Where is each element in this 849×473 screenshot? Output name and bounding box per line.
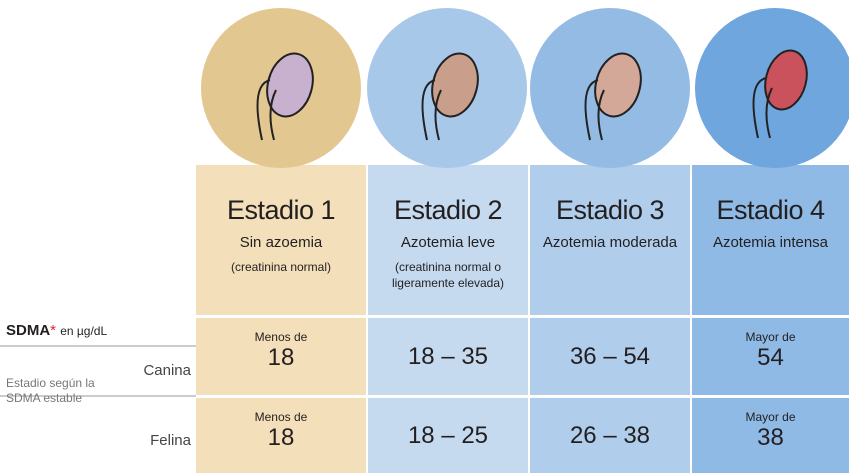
data-cell: Menos de 18 xyxy=(196,398,366,473)
value-prefix: Mayor de xyxy=(745,410,796,424)
unit: en µg/dL xyxy=(60,324,108,338)
side-label: Estadio según la SDMA estable xyxy=(6,376,95,405)
asterisk: * xyxy=(50,322,57,339)
stage-header: Estadio 3 Azotemia moderada xyxy=(530,165,690,315)
species-label: Felina xyxy=(150,432,191,449)
stage-header: Estadio 1 Sin azoemia (creatinina normal) xyxy=(196,165,366,315)
data-cell: 26 – 38 xyxy=(530,398,690,473)
stage-note: (creatinina normal) xyxy=(230,260,332,274)
data-cell: Mayor de 54 xyxy=(692,318,849,395)
stage-title: Estadio 1 xyxy=(226,195,336,225)
sdma-value: 38 xyxy=(757,424,784,451)
sdma-value: 36 – 54 xyxy=(569,342,651,370)
stage-title: Estadio 3 xyxy=(555,195,665,225)
sdma-value: 18 xyxy=(267,344,295,371)
stage-subtitle: Sin azoemia xyxy=(239,234,323,251)
kidney-illustration xyxy=(530,8,690,168)
value-prefix: Menos de xyxy=(254,410,308,424)
stage-title: Estadio 2 xyxy=(393,195,503,225)
sdma-value: 18 – 25 xyxy=(407,421,489,449)
stage-subtitle: Azotemia moderada xyxy=(542,234,678,251)
data-cell: 36 – 54 xyxy=(530,318,690,395)
species-label: Canina xyxy=(143,362,191,379)
stage-title: Estadio 4 xyxy=(716,195,825,225)
data-cell: Menos de 18 xyxy=(196,318,366,395)
stage-note: (creatinina normal o ligeramente elevada… xyxy=(391,260,505,290)
kidney-illustration xyxy=(201,8,361,168)
kidney-illustration xyxy=(367,8,527,168)
stage-subtitle: Azotemia intensa xyxy=(712,234,829,251)
sdma-value: 18 – 35 xyxy=(407,342,489,370)
sdma-value: 26 – 38 xyxy=(569,421,651,449)
kidney-illustration xyxy=(695,8,849,168)
value-prefix: Menos de xyxy=(254,330,308,344)
stage-header: Estadio 2 Azotemia leve (creatinina normal… xyxy=(368,165,528,315)
sdma-value: 18 xyxy=(267,424,295,451)
value-prefix: Mayor de xyxy=(745,330,796,344)
stage-subtitle: Azotemia leve xyxy=(400,234,496,251)
sdma-label: SDMA xyxy=(6,322,51,339)
sdma-value: 54 xyxy=(757,344,784,371)
data-cell: 18 – 35 xyxy=(368,318,528,395)
data-cell: Mayor de 38 xyxy=(692,398,849,473)
sdma-header: SDMA* en µg/dL xyxy=(6,322,107,339)
data-cell: 18 – 25 xyxy=(368,398,528,473)
stage-header: Estadio 4 Azotemia intensa xyxy=(692,165,849,315)
